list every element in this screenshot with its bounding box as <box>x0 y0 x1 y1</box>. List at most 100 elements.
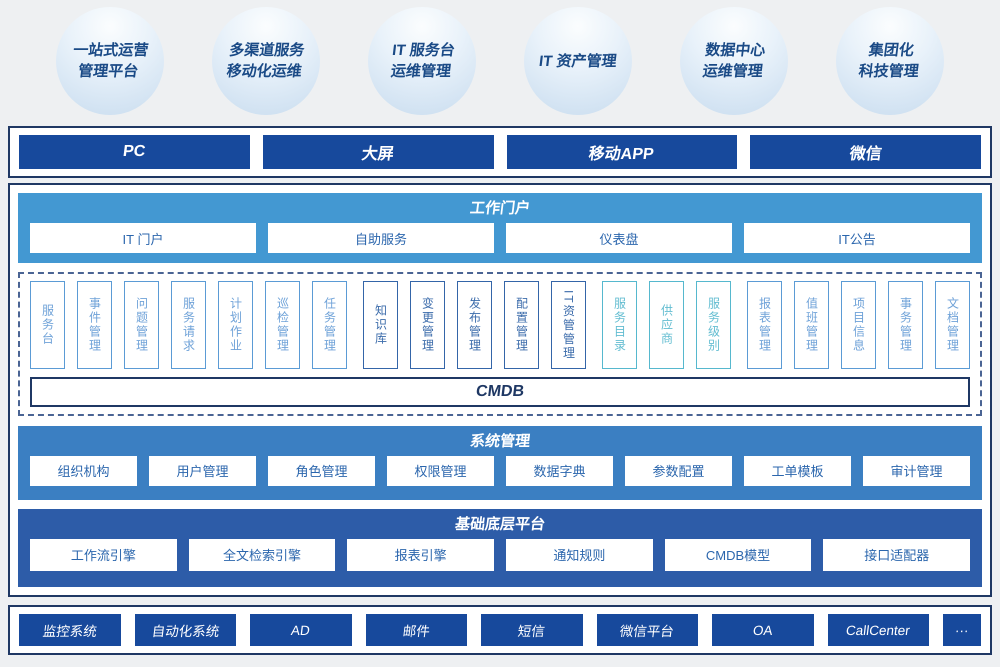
integration-label: AD <box>290 622 312 638</box>
system-management-title: 系统管理 <box>30 431 970 453</box>
integration-label: CallCenter <box>845 622 912 638</box>
cmdb-bar: CMDB <box>30 377 970 408</box>
integration-email: 邮件 <box>365 614 467 646</box>
integration-label: 监控系统 <box>41 624 98 639</box>
module-incident-mgmt: 事件管理 <box>77 281 112 370</box>
module-knowledge-base: 知识库 <box>363 281 398 370</box>
channel-label: 大屏 <box>360 146 395 163</box>
platform-item-notification-rules: 通知规则 <box>506 538 653 571</box>
portal-item-it-bulletin: IT公告 <box>744 223 970 253</box>
module-scheduled-jobs: 计划作业 <box>218 281 253 370</box>
panel-title-label: 系统管理 <box>469 432 532 450</box>
platform-item-report-engine: 报表引擎 <box>347 538 495 571</box>
integration-ad: AD <box>250 614 352 646</box>
platform-item-fulltext-search-engine: 全文检索引擎 <box>188 538 336 571</box>
system-item-permission-mgmt: 权限管理 <box>387 455 494 486</box>
integration-automation-system: 自动化系统 <box>134 614 236 646</box>
bubble-datacenter-ops: 数据中心 运维管理 <box>680 7 788 115</box>
module-config-mgmt: 配置管理 <box>504 281 539 370</box>
system-items-row: 组织机构 用户管理 角色管理 权限管理 数据字典 参数配置 工单模板 审计管理 <box>30 455 970 486</box>
system-item-user-mgmt: 用户管理 <box>149 455 256 486</box>
integrations-bar: 监控系统 自动化系统 AD 邮件 短信 微信平台 OA CallCenter ·… <box>8 605 992 655</box>
portal-item-it-portal: IT 门户 <box>30 223 256 253</box>
process-modules-box: 服务台 事件管理 问题管理 服务请求 计划作业 巡检管理 任务管理 知识库 变更… <box>18 272 982 417</box>
module-project-info: 项目信息 <box>841 281 876 370</box>
module-service-desk: 服务台 <box>30 281 65 370</box>
bubble-it-asset-management: IT 资产管理 <box>524 7 632 115</box>
bubble-multichannel-mobile-ops: 多渠道服务 移动化运维 <box>212 7 320 115</box>
integration-monitoring-system: 监控系统 <box>19 614 121 646</box>
module-service-catalog: 服务目录 <box>602 281 637 370</box>
platform-item-workflow-engine: 工作流引擎 <box>30 538 177 571</box>
bubble-label: IT 资产管理 <box>538 52 618 70</box>
channel-label: PC <box>122 143 147 160</box>
capability-bubbles-row: 一站式运营 管理平台 多渠道服务 移动化运维 IT 服务台 运维管理 IT 资产… <box>0 0 1000 121</box>
module-report-mgmt: 报表管理 <box>747 281 782 370</box>
bubble-label: IT 服务台 运维管理 <box>389 42 456 80</box>
integration-label: ··· <box>954 622 970 638</box>
platform-item-interface-adapter: 接口适配器 <box>823 538 971 571</box>
bubble-group-tech-management: 集团化 科技管理 <box>836 7 944 115</box>
integration-label: 短信 <box>517 624 546 639</box>
integration-callcenter: CallCenter <box>827 614 929 646</box>
bubble-label: 数据中心 运维管理 <box>701 42 767 80</box>
module-duty-mgmt: 值班管理 <box>794 281 829 370</box>
module-supplier: 供应商 <box>649 281 684 370</box>
panel-title-label: 工作门户 <box>469 200 532 217</box>
channel-pc: PC <box>19 135 250 169</box>
module-release-mgmt: 发布管理 <box>457 281 492 370</box>
module-affairs-mgmt: 事务管理 <box>888 281 923 370</box>
module-group-itil-core: 服务台 事件管理 问题管理 服务请求 计划作业 巡检管理 任务管理 <box>30 281 347 370</box>
system-item-org-structure: 组织机构 <box>30 455 137 486</box>
portal-items-row: IT 门户 自助服务 仪表盘 IT公告 <box>30 223 970 253</box>
module-inspection-mgmt: 巡检管理 <box>265 281 300 370</box>
channel-wechat: 微信 <box>750 135 981 169</box>
module-group-change-config: 知识库 变更管理 发布管理 配置管理 IT资管管理 <box>363 281 586 370</box>
platform-item-cmdb-model: CMDB模型 <box>664 538 812 571</box>
integration-oa: OA <box>712 614 814 646</box>
integration-label: 自动化系统 <box>150 624 220 639</box>
bubble-label: 一站式运营 管理平台 <box>72 42 150 80</box>
channel-large-screen: 大屏 <box>262 135 494 169</box>
base-platform-title: 基础底层平台 <box>30 514 970 536</box>
system-item-parameter-config: 参数配置 <box>625 455 732 486</box>
system-management-panel: 系统管理 组织机构 用户管理 角色管理 权限管理 数据字典 参数配置 工单模板 … <box>18 425 982 500</box>
system-item-ticket-template: 工单模板 <box>744 455 851 486</box>
bubble-it-service-desk: IT 服务台 运维管理 <box>368 7 476 115</box>
module-change-mgmt: 变更管理 <box>410 281 445 370</box>
platform-main-container: 工作门户 IT 门户 自助服务 仪表盘 IT公告 服务台 事件管理 问题管理 服… <box>8 183 992 597</box>
module-group-service-catalog: 服务目录 供应商 服务级别 <box>602 281 731 370</box>
integration-label: 邮件 <box>401 624 431 639</box>
bubble-label: 集团化 科技管理 <box>857 42 920 80</box>
module-problem-mgmt: 问题管理 <box>124 281 159 370</box>
channel-mobile-app: 移动APP <box>506 135 738 169</box>
cmdb-label: CMDB <box>475 383 526 401</box>
module-group-reporting: 报表管理 值班管理 项目信息 事务管理 文档管理 <box>747 281 970 370</box>
integration-label: OA <box>752 622 774 638</box>
module-it-asset-mgmt: IT资管管理 <box>551 281 586 370</box>
base-platform-panel: 基础底层平台 工作流引擎 全文检索引擎 报表引擎 通知规则 CMDB模型 接口适… <box>18 508 982 587</box>
module-service-level: 服务级别 <box>696 281 731 370</box>
system-item-role-mgmt: 角色管理 <box>268 455 375 486</box>
integration-more-ellipsis: ··· <box>943 614 981 646</box>
module-task-mgmt: 任务管理 <box>312 281 347 370</box>
integration-label: 微信平台 <box>619 624 675 639</box>
panel-title-label: 基础底层平台 <box>454 515 547 533</box>
platform-items-row: 工作流引擎 全文检索引擎 报表引擎 通知规则 CMDB模型 接口适配器 <box>30 538 971 571</box>
system-item-audit-mgmt: 审计管理 <box>863 455 970 486</box>
system-item-data-dictionary: 数据字典 <box>506 455 613 486</box>
integration-sms: 短信 <box>481 614 583 646</box>
portal-item-dashboard: 仪表盘 <box>506 223 732 253</box>
channel-label: 微信 <box>848 146 883 163</box>
access-channels-bar: PC 大屏 移动APP 微信 <box>8 126 992 178</box>
work-portal-panel: 工作门户 IT 门户 自助服务 仪表盘 IT公告 <box>18 193 982 263</box>
portal-item-self-service: 自助服务 <box>268 223 494 253</box>
integration-wechat-platform: 微信平台 <box>596 614 698 646</box>
modules-row: 服务台 事件管理 问题管理 服务请求 计划作业 巡检管理 任务管理 知识库 变更… <box>30 281 970 370</box>
module-service-request: 服务请求 <box>171 281 206 370</box>
work-portal-title: 工作门户 <box>30 198 970 220</box>
channel-label: 移动APP <box>588 146 656 163</box>
bubble-one-stop-operations: 一站式运营 管理平台 <box>56 7 164 115</box>
bubble-label: 多渠道服务 移动化运维 <box>226 42 306 80</box>
